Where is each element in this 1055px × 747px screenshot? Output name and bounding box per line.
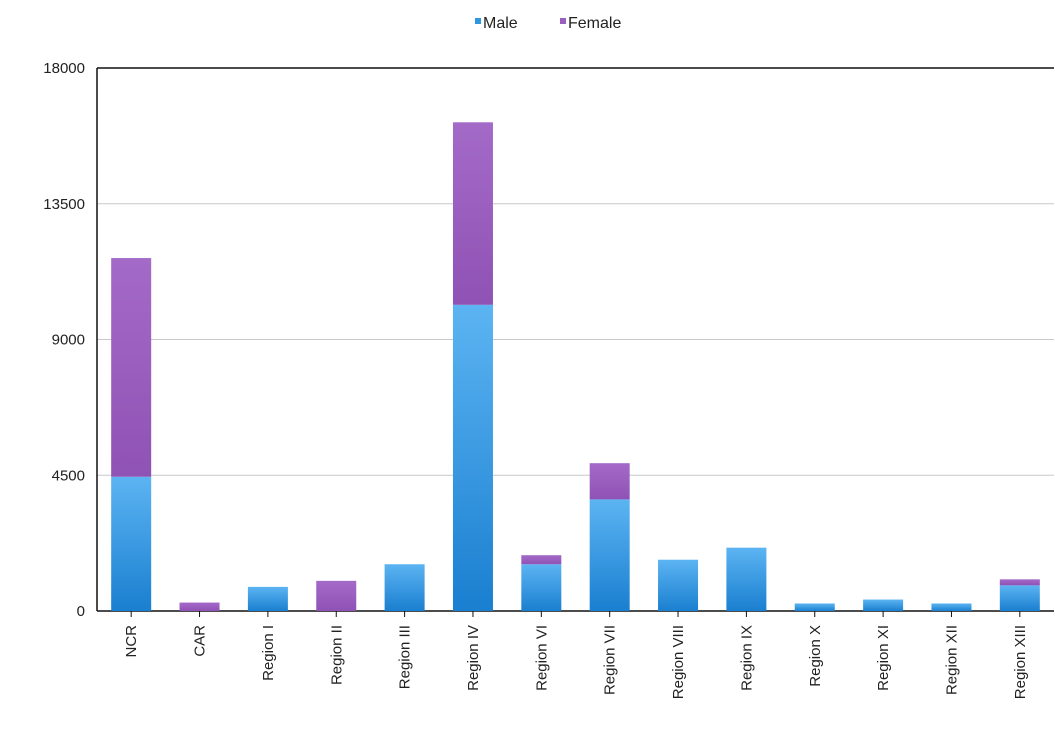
bar-female-region-xiii: [999, 579, 1040, 586]
x-tick-label: Region VI: [533, 625, 550, 691]
x-tick-label: Region II: [328, 625, 345, 685]
bar-male-region-ix: [726, 547, 767, 611]
y-tick-label: 18000: [43, 60, 85, 77]
x-tick-label: Region IX: [738, 625, 755, 691]
x-tick-label: Region I: [260, 625, 277, 681]
x-tick-label: CAR: [192, 625, 209, 657]
y-tick-label: 4500: [52, 467, 85, 484]
x-tick-label: Region XI: [875, 625, 892, 691]
bar-male-ncr: [111, 476, 152, 611]
x-axis: NCR CAR Region I Region II Region III Region …: [123, 611, 1029, 699]
bar-male-region-xiii: [999, 585, 1040, 611]
legend-label-female: Female: [568, 15, 621, 32]
bar-female-region-vii: [589, 463, 630, 500]
bar-male-region-xi: [863, 599, 904, 611]
y-axis: 0 4500 9000 13500 18000: [43, 60, 85, 620]
bar-male-region-xii: [931, 603, 972, 611]
x-tick-label: NCR: [123, 625, 140, 658]
x-tick-label: Region III: [397, 625, 414, 689]
bar-female-region-iv: [452, 122, 493, 305]
bar-male-region-viii: [658, 559, 699, 611]
bar-male-region-vii: [589, 499, 630, 611]
bar-male-region-iii: [384, 564, 425, 611]
bar-female-car: [179, 602, 220, 611]
x-tick-label: Region XII: [943, 625, 960, 695]
legend-swatch-female: [560, 18, 566, 24]
bar-male-region-vi: [521, 564, 562, 611]
legend-label-male: Male: [483, 15, 518, 32]
bar-male-region-x: [794, 603, 835, 611]
x-tick-label: Region VIII: [670, 625, 687, 699]
bars: [111, 122, 1040, 611]
gridlines: [97, 203, 1054, 476]
x-tick-label: Region XIII: [1012, 625, 1029, 699]
legend: Male Female: [475, 15, 621, 32]
bar-male-region-iv: [452, 304, 493, 611]
x-tick-label: Region IV: [465, 625, 482, 691]
bar-female-ncr: [111, 258, 152, 477]
bar-female-region-ii: [316, 580, 357, 611]
x-tick-label: Region X: [807, 625, 824, 687]
y-tick-label: 13500: [43, 196, 85, 213]
legend-swatch-male: [475, 18, 481, 24]
y-tick-label: 0: [77, 603, 85, 620]
bar-male-region-i: [247, 586, 288, 611]
bar-female-region-vi: [521, 555, 562, 565]
y-tick-label: 9000: [52, 332, 85, 349]
x-tick-label: Region VII: [602, 625, 619, 695]
